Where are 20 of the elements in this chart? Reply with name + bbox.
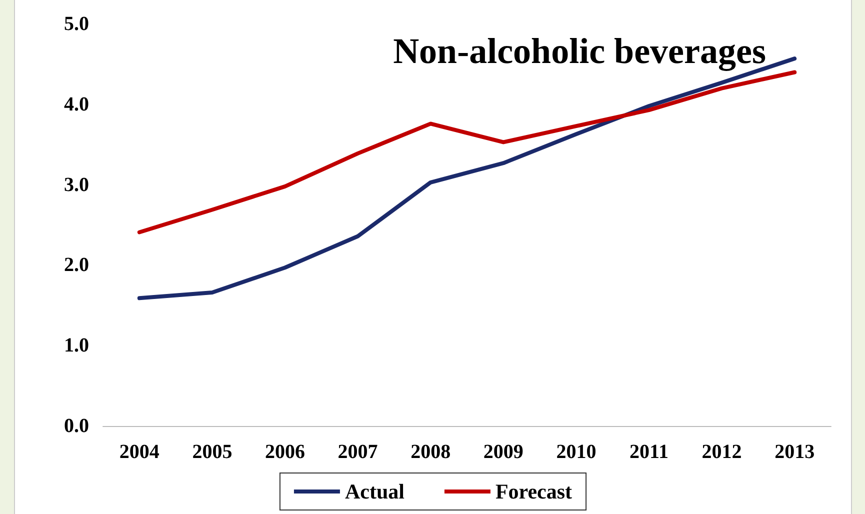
x-tick-label: 2005 — [192, 441, 232, 463]
x-tick-label: 2008 — [410, 441, 451, 463]
y-tick-label: 3.0 — [64, 174, 89, 196]
y-tick-label: 0.0 — [64, 415, 89, 437]
x-tick-label: 2004 — [119, 441, 160, 463]
legend-label: Actual — [344, 480, 405, 504]
x-tick-label: 2009 — [483, 441, 524, 463]
x-tick-label: 2011 — [630, 441, 668, 463]
y-tick-label: 5.0 — [64, 13, 89, 35]
x-tick-label: 2006 — [265, 441, 305, 463]
x-tick-label: 2013 — [774, 441, 815, 463]
x-tick-label: 2010 — [556, 441, 596, 463]
chart-title: Non-alcoholic beverages — [393, 31, 766, 71]
y-tick-label: 2.0 — [64, 254, 89, 276]
x-tick-label: 2007 — [338, 441, 378, 463]
legend-label: Forecast — [495, 480, 572, 504]
y-tick-label: 4.0 — [64, 93, 89, 116]
line-series — [137, 70, 797, 234]
x-tick-label: 2012 — [702, 441, 742, 463]
y-tick-label: 1.0 — [64, 334, 89, 357]
